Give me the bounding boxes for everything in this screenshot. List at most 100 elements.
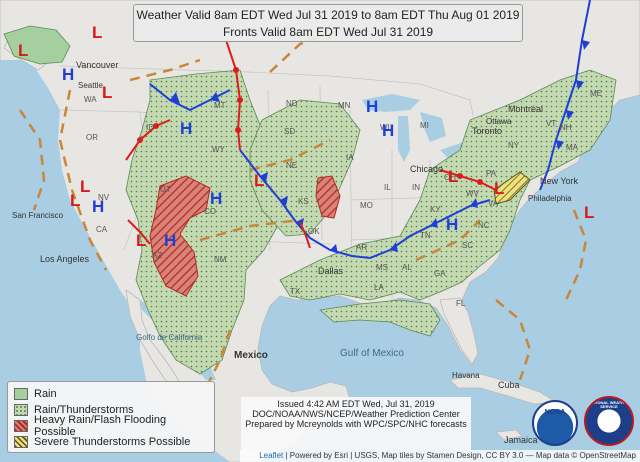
severe-tstorms-mid-atlantic (493, 171, 531, 205)
label-ottawa: Ottawa (486, 117, 512, 126)
label-vancouver: Vancouver (76, 60, 118, 70)
state-label-mt: MT (214, 101, 226, 110)
state-label-vt: VT (546, 119, 556, 128)
heavy-rain-swatch (14, 420, 28, 432)
state-labels: WA OR ID MT WY NV UT CO CA AZ NM ND SD NE KS OK TX MN IA MO… (84, 89, 602, 308)
state-label-nd: ND (286, 99, 298, 108)
state-label-ok: OK (308, 227, 320, 236)
state-label-or: OR (86, 133, 98, 142)
low-pressure-center-14: L (448, 167, 458, 186)
issued-prepared-by: Prepared by Mcreynolds with WPC/SPC/NHC … (245, 419, 467, 429)
lake-michigan (398, 116, 410, 162)
lake-superior (362, 94, 420, 112)
low-pressure-center-3: L (102, 83, 112, 102)
state-label-wa: WA (84, 95, 97, 104)
rain-thunderstorms-swatch (14, 404, 28, 416)
high-pressure-center-13: H (446, 215, 458, 234)
state-label-wv: WV (466, 189, 480, 198)
high-pressure-center-10: H (164, 231, 176, 250)
state-label-nc: NC (478, 221, 490, 230)
label-gulf-of-mexico: Gulf of Mexico (340, 348, 404, 359)
state-label-sc: SC (462, 241, 473, 250)
high-pressure-center-0: H (62, 65, 74, 84)
legend-item-severe: Severe Thunderstorms Possible (14, 434, 208, 450)
state-label-co: CO (204, 207, 216, 216)
state-label-mi: MI (420, 121, 429, 130)
label-cuba: Cuba (498, 380, 520, 390)
label-seattle: Seattle (78, 81, 103, 90)
legend-item-rain-thunderstorms: Rain/Thunderstorms (14, 402, 208, 418)
state-label-nh: NH (560, 123, 572, 132)
map-title: Weather Valid 8am EDT Wed Jul 31 2019 to… (133, 4, 523, 42)
jamaica (495, 429, 523, 441)
state-label-mo: MO (360, 201, 373, 210)
noaa-logo: NOAA (532, 400, 578, 446)
heavy-rain-southwest (149, 175, 211, 297)
low-pressure-center-1: L (92, 23, 102, 42)
state-label-oh: OH (444, 173, 456, 182)
legend-label: Severe Thunderstorms Possible (34, 436, 191, 448)
state-label-pa: PA (486, 169, 497, 178)
state-label-la: LA (374, 283, 384, 292)
legend: Rain Rain/Thunderstorms Heavy Rain/Flash… (7, 381, 215, 453)
state-label-fl: FL (456, 299, 466, 308)
rain-swatch (14, 388, 28, 400)
legend-item-heavy-rain: Heavy Rain/Flash Flooding Possible (14, 414, 208, 438)
state-label-ks: KS (298, 197, 309, 206)
title-line-2: Fronts Valid 8am EDT Wed Jul 31 2019 (222, 25, 434, 39)
label-san-francisco: San Francisco (12, 211, 64, 220)
state-label-ut: UT (160, 185, 171, 194)
legend-label: Rain/Thunderstorms (34, 404, 134, 416)
issued-agency: DOC/NOAA/NWS/NCEP/Weather Prediction Cen… (252, 409, 460, 419)
state-label-mn: MN (338, 101, 351, 110)
attribution-text: | Powered by Esri | USGS, Map tiles by S… (283, 451, 636, 460)
label-golfo-de-california: Golfo de California (136, 333, 203, 342)
label-jamaica: Jamaica (504, 435, 538, 445)
legend-item-rain: Rain (14, 386, 208, 402)
label-los-angeles: Los Angeles (40, 254, 90, 264)
state-label-ca: CA (96, 225, 108, 234)
legend-label: Rain (34, 388, 57, 400)
high-pressure-center-4: H (180, 119, 192, 138)
nws-logo-text: NATIONAL WEATHER SERVICE (588, 400, 630, 409)
rain-area-florida (319, 299, 441, 337)
state-label-wy: WY (212, 145, 226, 154)
place-labels: Vancouver Seattle San Francisco Los Ange… (12, 60, 579, 445)
state-label-va: VA (488, 199, 499, 208)
label-chicago: Chicago (410, 164, 443, 174)
low-pressure-center-12: L (254, 171, 264, 190)
low-pressure-center-15: L (494, 179, 504, 198)
label-dallas: Dallas (318, 266, 344, 276)
state-label-wi: WI (380, 123, 390, 132)
low-pressure-center-9: L (136, 231, 146, 250)
title-line-1: Weather Valid 8am EDT Wed Jul 31 2019 to… (136, 8, 520, 22)
label-mexico: Mexico (234, 350, 268, 361)
warm-fronts (125, 39, 497, 249)
cold-front-triangles (170, 40, 590, 254)
state-label-nm: NM (214, 255, 227, 264)
leaflet-link[interactable]: Leaflet (259, 451, 284, 460)
legend-label: Heavy Rain/Flash Flooding Possible (34, 414, 167, 438)
state-label-al: AL (402, 263, 412, 272)
high-pressure-center-17: H (382, 121, 394, 140)
label-philadelphia: Philadelphia (528, 194, 572, 203)
low-pressure-center-16: L (584, 203, 594, 222)
tstorm-area-southeast (279, 69, 617, 301)
issued-time: Issued 4:42 AM EDT Wed, Jul 31, 2019 (277, 399, 435, 409)
label-new-york: New York (540, 176, 579, 186)
state-label-ny: NY (508, 141, 520, 150)
state-label-me: ME (590, 89, 602, 98)
high-pressure-center-7: H (92, 197, 104, 216)
rain-area-pacific-northwest (3, 25, 71, 65)
heavy-rain-plains (315, 175, 341, 219)
state-label-in: IN (412, 183, 420, 192)
label-montreal: Montréal (508, 104, 543, 114)
issued-info: Issued 4:42 AM EDT Wed, Jul 31, 2019 DOC… (241, 397, 471, 450)
warm-front-bumps (137, 67, 483, 185)
low-pressure-center-2: L (18, 41, 28, 60)
state-label-ma: MA (566, 143, 579, 152)
noaa-logo-text: NOAA (544, 409, 566, 416)
lake-huron (420, 112, 446, 142)
